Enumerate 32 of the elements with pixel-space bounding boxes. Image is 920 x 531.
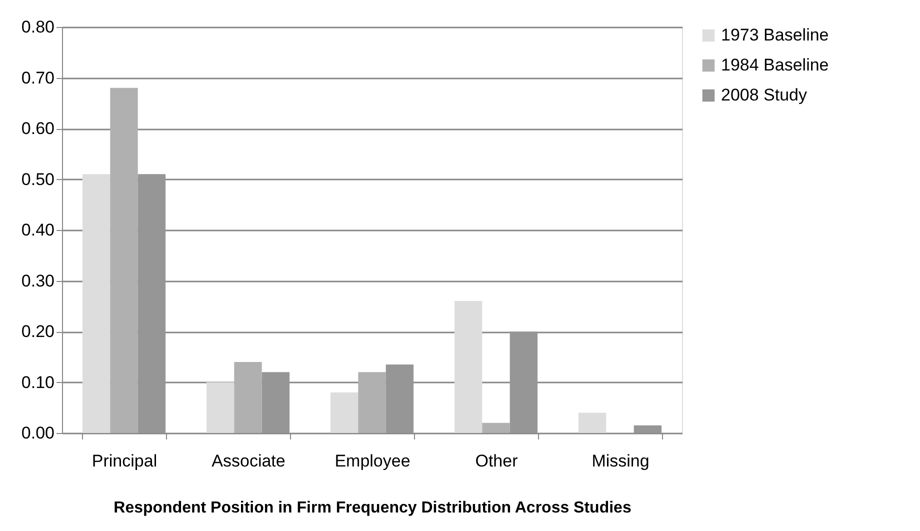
bar (386, 364, 414, 433)
bar (206, 382, 234, 433)
bar (454, 301, 482, 433)
y-tick-label: 0.40 (21, 220, 54, 240)
bar (82, 174, 110, 433)
y-tick-label: 0.60 (21, 119, 54, 138)
x-tick-label: Associate (212, 452, 286, 470)
x-tick-label: Principal (92, 452, 158, 470)
bar (578, 412, 606, 433)
bar (234, 362, 262, 433)
x-tick-label: Other (475, 452, 518, 470)
y-tick-label: 0.70 (21, 68, 54, 88)
y-tick-label: 0.80 (21, 18, 54, 36)
bar (262, 372, 290, 433)
y-tick-label: 0.20 (21, 322, 54, 341)
legend-label: 1973 Baseline (721, 26, 829, 44)
legend-label: 2008 Study (721, 86, 808, 104)
legend-label: 1984 Baseline (721, 56, 829, 74)
y-tick-label: 0.30 (21, 271, 54, 290)
x-tick-label: Missing (592, 452, 650, 470)
bar (634, 425, 662, 433)
bar (110, 88, 138, 433)
x-tick-label: Employee (334, 452, 410, 470)
bar (482, 422, 510, 433)
bar (358, 372, 386, 433)
y-tick-label: 0.10 (21, 372, 54, 392)
x-axis-title: Respondent Position in Firm Frequency Distribution Across Studies (114, 500, 632, 516)
y-tick-label: 0.00 (21, 424, 54, 442)
bar (330, 392, 358, 433)
bar (138, 174, 166, 433)
bar (510, 332, 538, 433)
y-tick-label: 0.50 (21, 170, 54, 189)
